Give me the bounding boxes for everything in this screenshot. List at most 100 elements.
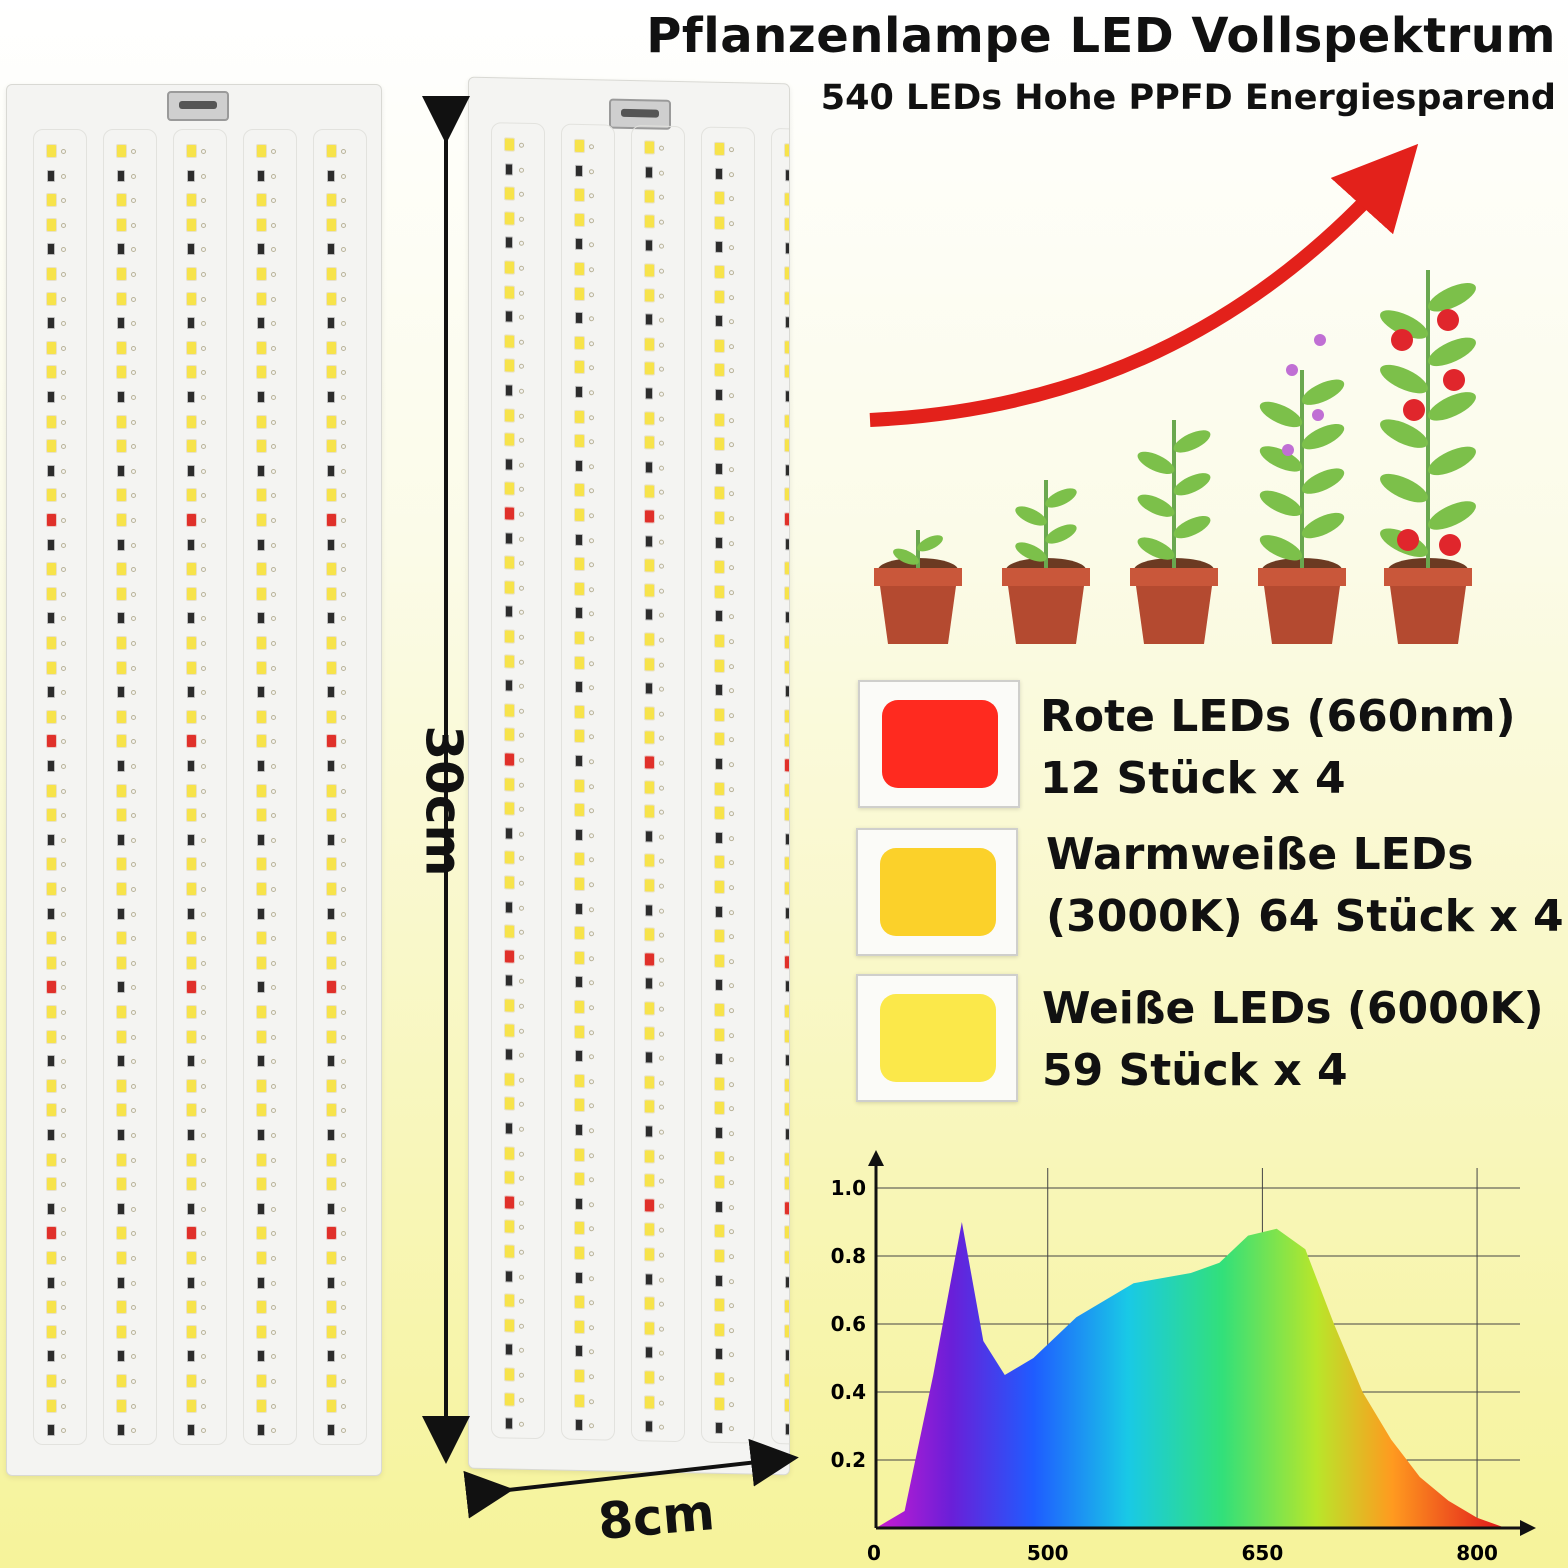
y-tick-label: 0.8	[831, 1244, 866, 1268]
led-diode	[187, 243, 195, 256]
led-marking	[131, 591, 136, 597]
pcb-trace	[173, 129, 227, 1445]
led-marking	[131, 419, 136, 425]
led-marking	[131, 813, 136, 819]
led-diode	[645, 1026, 654, 1040]
led-diode	[645, 313, 653, 326]
led-marking	[131, 960, 136, 966]
led-diode	[257, 464, 265, 477]
led-marking	[341, 468, 346, 474]
led-marking	[589, 1005, 594, 1011]
led-diode	[505, 1294, 514, 1307]
led-diode	[257, 858, 266, 871]
led-diode	[645, 1223, 654, 1236]
led-diode	[645, 1395, 654, 1409]
led-marking	[341, 567, 346, 573]
led-marking	[271, 296, 276, 302]
led-diode	[47, 1399, 56, 1412]
led-marking	[201, 911, 206, 917]
led-diode	[117, 341, 126, 354]
led-diode	[505, 507, 514, 520]
led-diode	[785, 611, 790, 624]
pcb-trace	[33, 129, 87, 1445]
led-diode	[785, 882, 790, 895]
led-marking	[201, 788, 206, 794]
led-marking	[131, 1206, 136, 1212]
led-diode	[117, 145, 126, 157]
led-diode	[715, 979, 723, 992]
led-diode	[187, 538, 195, 551]
led-marking	[519, 265, 524, 271]
led-marking	[201, 616, 206, 622]
led-diode	[47, 784, 56, 797]
led-diode	[785, 439, 790, 452]
led-diode	[785, 1251, 790, 1264]
led-marking	[589, 1398, 594, 1404]
page-subtitle: 540 LEDs Hohe PPFD Energiesparend	[820, 78, 1556, 118]
led-marking	[519, 585, 524, 591]
led-diode	[257, 637, 266, 649]
led-marking	[589, 537, 594, 543]
led-marking	[201, 690, 206, 696]
usb-c-port-icon	[167, 91, 229, 121]
led-diode	[575, 927, 584, 940]
led-marking	[61, 1083, 66, 1089]
led-diode	[505, 261, 514, 274]
led-diode	[117, 440, 126, 453]
led-diode	[187, 784, 196, 797]
led-marking	[589, 586, 594, 593]
led-marking	[271, 444, 276, 450]
red-led-title: Rote LEDs (660nm)	[1040, 691, 1516, 742]
led-marking	[341, 911, 346, 917]
led-marking	[201, 739, 206, 745]
led-marking	[131, 1379, 136, 1384]
led-diode	[785, 906, 790, 920]
led-marking	[61, 1231, 66, 1237]
led-diode	[785, 685, 790, 698]
white-led-chip-icon	[856, 974, 1018, 1102]
led-diode	[47, 637, 56, 649]
led-marking	[589, 1128, 594, 1134]
led-diode	[785, 1079, 790, 1092]
led-marking	[519, 634, 524, 640]
led-diode	[327, 194, 336, 207]
led-marking	[729, 909, 734, 915]
led-diode	[257, 243, 265, 256]
led-diode	[505, 654, 514, 668]
led-diode	[505, 827, 513, 840]
led-diode	[47, 710, 56, 723]
spectrum-chart: 0.2 0.4 0.6 0.8 1.0 0 500 650 800	[831, 1150, 1536, 1565]
led-marking	[201, 665, 206, 671]
led-marking	[61, 1133, 66, 1138]
led-diode	[187, 833, 195, 846]
led-marking	[271, 641, 276, 646]
led-marking	[341, 222, 346, 228]
led-diode	[117, 1227, 126, 1240]
led-marking	[341, 1034, 346, 1040]
led-diode	[785, 513, 790, 526]
led-diode	[187, 563, 196, 576]
led-marking	[201, 1083, 206, 1089]
led-diode	[785, 267, 790, 280]
led-diode	[575, 1394, 584, 1407]
led-marking	[589, 832, 594, 839]
led-marking	[61, 345, 66, 351]
led-diode	[645, 264, 654, 277]
led-marking	[201, 1133, 206, 1138]
led-diode	[257, 833, 265, 846]
led-marking	[519, 1028, 524, 1034]
led-marking	[589, 217, 594, 224]
led-diode	[47, 317, 55, 330]
led-diode	[715, 929, 724, 943]
led-marking	[131, 1157, 136, 1163]
led-diode	[327, 1079, 336, 1092]
led-diode	[257, 1227, 266, 1240]
led-diode	[575, 582, 584, 595]
led-diode	[645, 805, 654, 818]
led-diode	[257, 1006, 266, 1018]
led-diode	[575, 1123, 583, 1137]
led-marking	[659, 588, 664, 594]
led-marking	[271, 591, 276, 597]
led-diode	[645, 1322, 654, 1335]
led-marking	[519, 142, 524, 148]
